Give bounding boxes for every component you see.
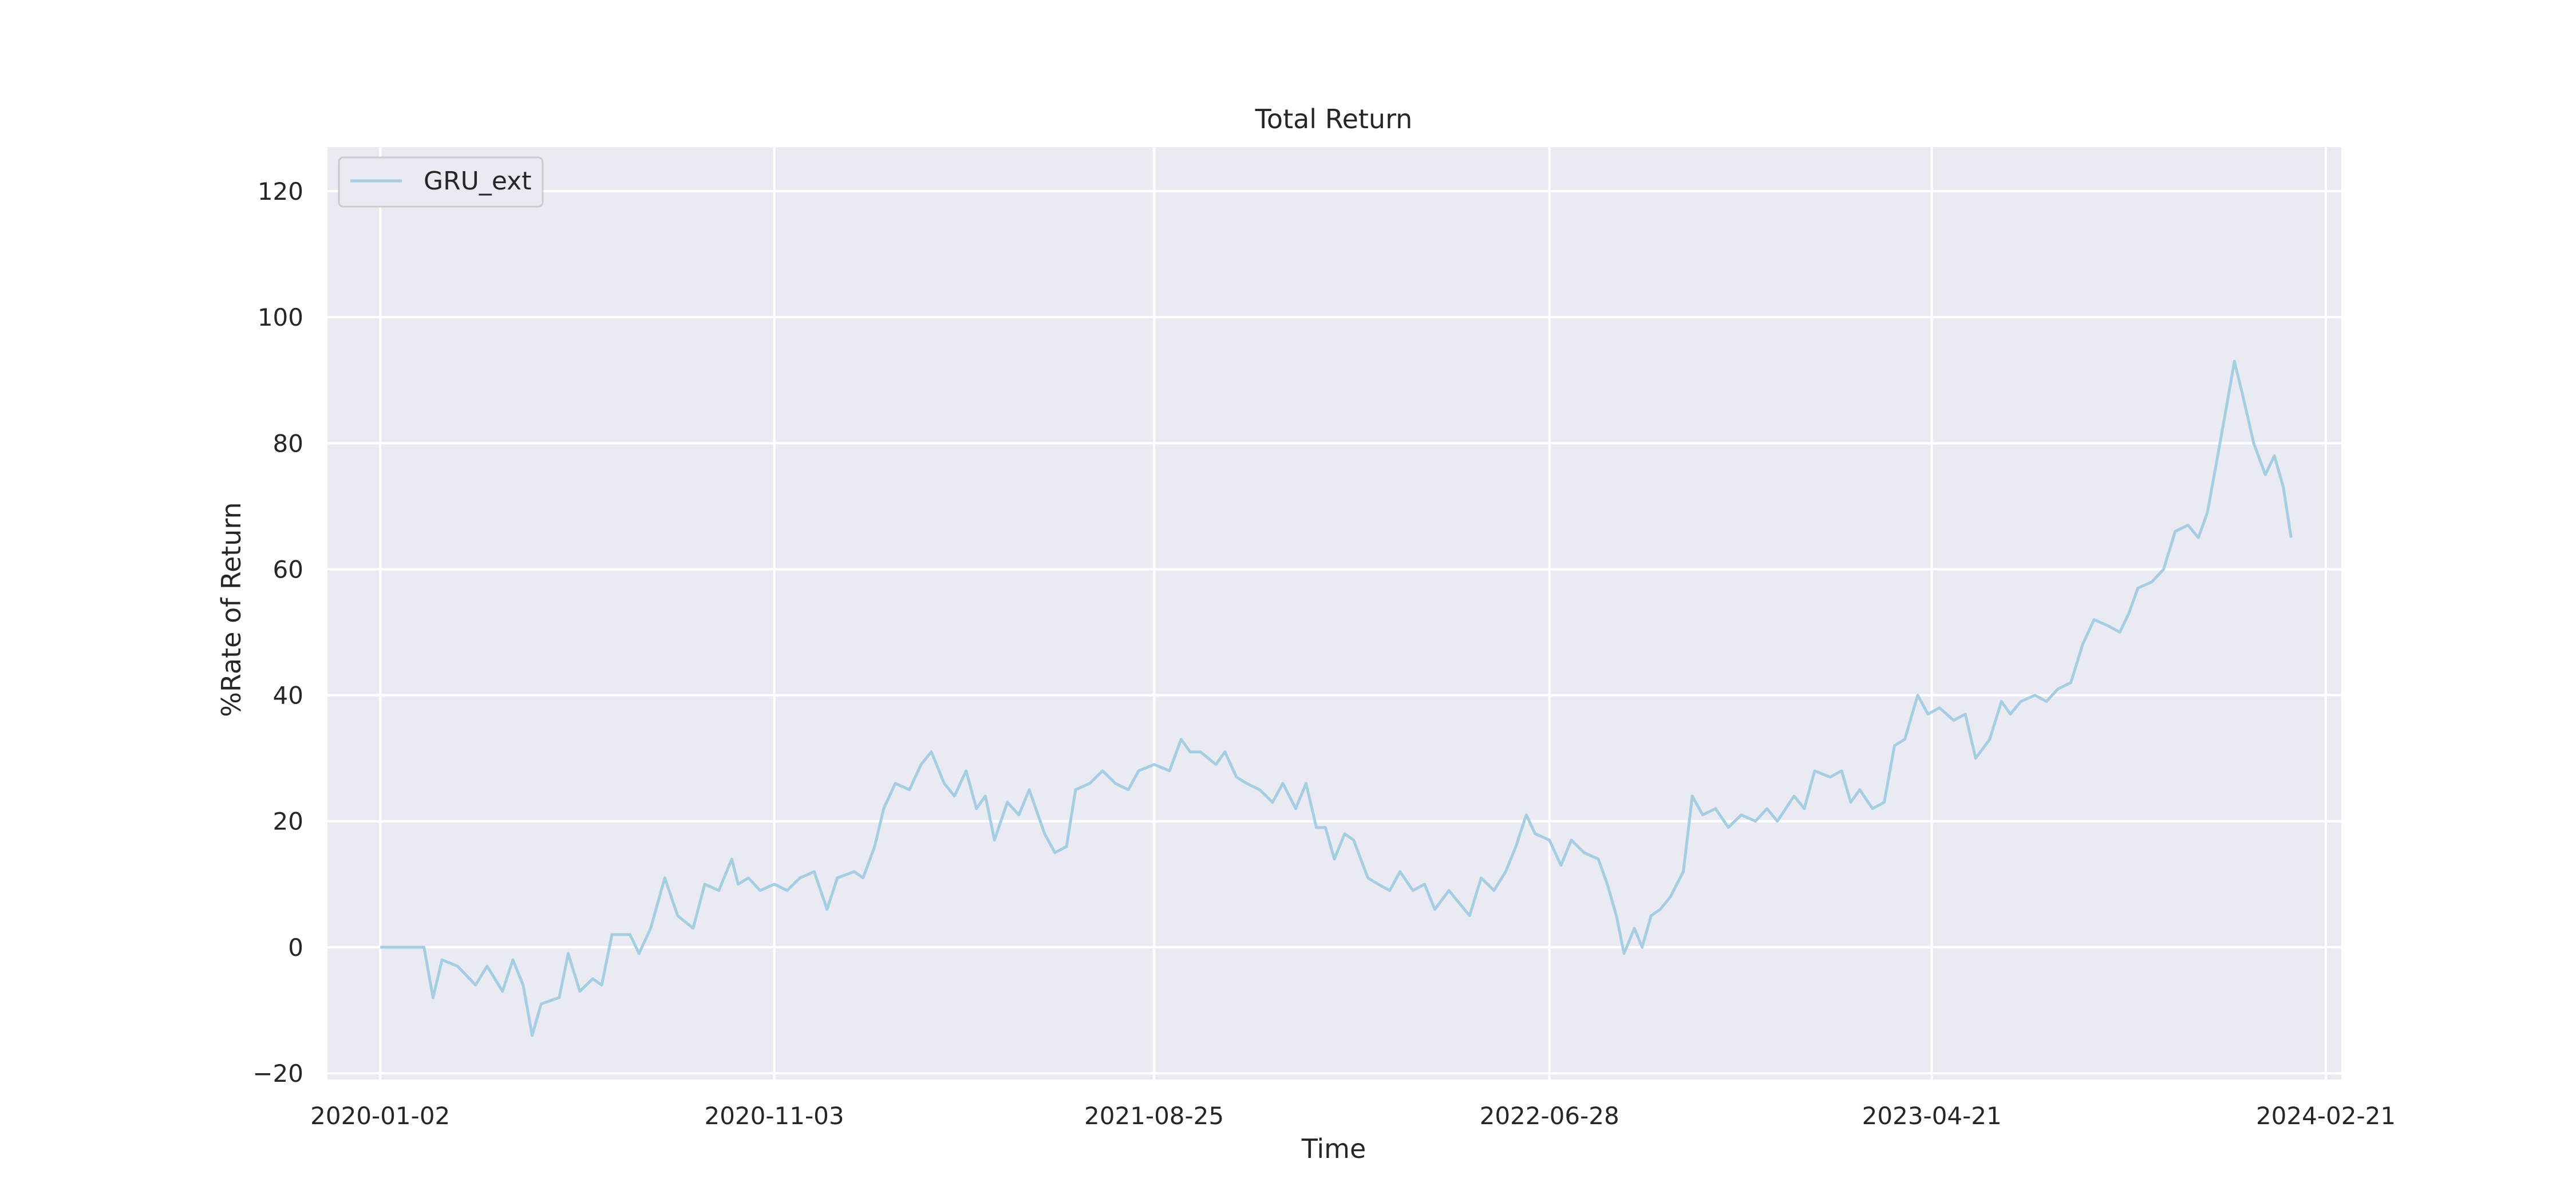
x-tick-label: 2022-06-28 — [1480, 1102, 1619, 1130]
y-tick-label: 40 — [273, 682, 303, 710]
y-tick-label: 120 — [258, 177, 303, 205]
series-line-gru-ext — [380, 359, 2293, 1037]
x-axis-title: Time — [1301, 1133, 1366, 1164]
x-tick-label: 2021-08-25 — [1084, 1102, 1224, 1130]
y-tick-label: 20 — [273, 808, 303, 836]
y-tick-label: 60 — [273, 555, 303, 583]
y-tick-label: 100 — [258, 303, 303, 331]
grid-lines — [327, 147, 2341, 1080]
legend-box — [338, 156, 544, 208]
chart-title: Total Return — [1255, 104, 1413, 135]
x-tick-label: 2020-01-02 — [310, 1102, 450, 1130]
series-layer — [380, 359, 2293, 1037]
plot-background — [327, 147, 2341, 1080]
x-tick-label: 2024-02-21 — [2256, 1102, 2396, 1130]
y-tick-label: 0 — [288, 934, 303, 962]
legend: GRU_ext — [338, 156, 544, 208]
y-tick-label: 80 — [273, 429, 303, 457]
legend-label: GRU_ext — [424, 167, 531, 196]
x-tick-label: 2020-11-03 — [704, 1102, 844, 1130]
tick-labels: −20 0 20 40 60 80 100 120 2020-01-02 2020-11-03 20… — [252, 177, 2396, 1130]
y-tick-label: −20 — [252, 1059, 303, 1088]
x-tick-label: 2023-04-21 — [1862, 1102, 2002, 1130]
y-axis-title: %Rate of Return — [216, 502, 247, 717]
